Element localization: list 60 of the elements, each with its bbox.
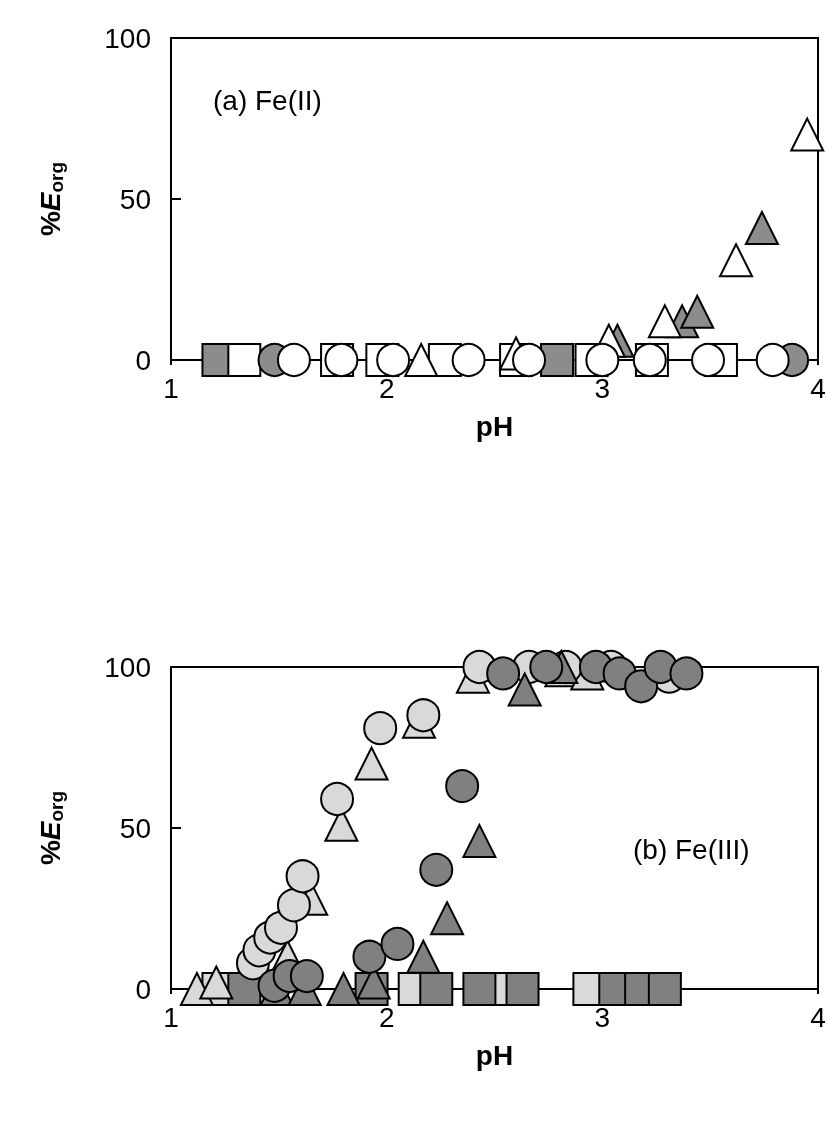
x-tick-label: 3: [594, 372, 611, 404]
point: [430, 901, 465, 936]
annotation: (b) Fe(III): [633, 833, 750, 865]
point: [680, 294, 715, 329]
point: [647, 304, 682, 339]
point: [276, 888, 311, 923]
x-axis-title: pH: [475, 1039, 514, 1071]
point: [462, 823, 497, 858]
y-tick-label: 100: [104, 22, 151, 54]
point: [320, 782, 355, 817]
point: [507, 672, 542, 707]
x-tick-label: 3: [594, 1001, 611, 1033]
point: [585, 343, 620, 377]
annotation: (a) Fe(II): [213, 84, 322, 116]
y-axis-title: %Eorg: [35, 790, 67, 866]
point: [404, 343, 439, 377]
x-axis-title: pH: [475, 410, 514, 442]
y-tick-label: 100: [104, 651, 151, 683]
point: [285, 859, 320, 894]
x-tick-label: 2: [378, 372, 395, 404]
point: [462, 972, 497, 1006]
point: [380, 926, 415, 961]
point: [540, 343, 575, 377]
point: [326, 972, 361, 1006]
point: [529, 650, 564, 684]
y-tick-label: 0: [135, 344, 151, 376]
point: [624, 669, 659, 704]
point: [719, 243, 754, 278]
point: [199, 965, 234, 1000]
x-tick-label: 4: [810, 372, 826, 404]
x-tick-label: 1: [163, 372, 179, 404]
point: [755, 343, 790, 377]
point: [669, 656, 704, 691]
point: [354, 746, 389, 781]
y-tick-label: 0: [135, 973, 151, 1005]
point: [512, 343, 547, 377]
point: [227, 343, 262, 377]
point: [352, 939, 387, 974]
y-axis-title: %Eorg: [35, 161, 67, 237]
y-tick-label: 50: [119, 812, 151, 844]
point: [445, 769, 480, 804]
point: [691, 343, 726, 377]
point: [289, 959, 324, 994]
point: [376, 343, 411, 377]
point: [790, 117, 825, 152]
point: [486, 656, 521, 691]
point: [363, 711, 398, 746]
point: [419, 852, 454, 887]
point: [406, 939, 441, 974]
point: [505, 972, 540, 1006]
y-tick-label: 50: [119, 183, 151, 215]
point: [744, 210, 779, 245]
point: [647, 972, 682, 1006]
point: [451, 343, 486, 377]
x-tick-label: 1: [163, 1001, 179, 1033]
x-tick-label: 2: [378, 1001, 395, 1033]
point: [276, 343, 311, 377]
x-tick-label: 4: [810, 1001, 826, 1033]
point: [406, 698, 441, 733]
point: [419, 972, 454, 1006]
